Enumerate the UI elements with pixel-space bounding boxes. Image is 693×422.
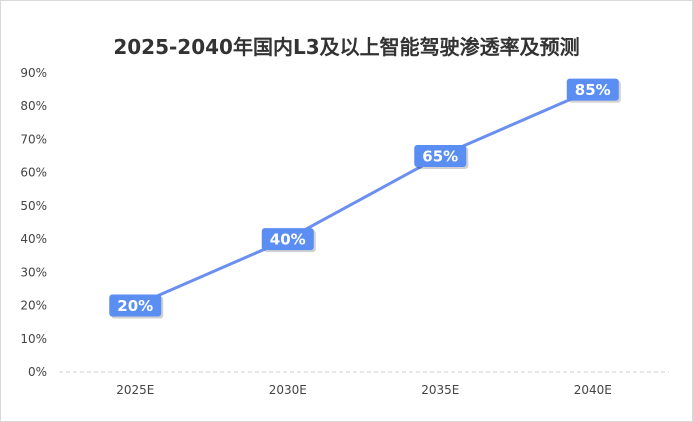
data-label-badge — [109, 294, 162, 317]
y-tick-label: 20% — [20, 299, 47, 313]
data-label-text: 85% — [575, 81, 611, 99]
y-tick-label: 10% — [20, 332, 47, 346]
series-line — [134, 88, 594, 307]
data-label-text: 40% — [270, 231, 306, 249]
chart-title: 2025-2040年国内L3及以上智能驾驶渗透率及预测 — [113, 35, 580, 59]
data-labels: 20% 40% 65% 85% — [109, 78, 621, 319]
data-label-text: 20% — [117, 297, 153, 315]
y-axis: 0% 10% 20% 30% 40% 50% 60% 70% 80% 90% — [20, 66, 47, 379]
x-tick-label: 2035E — [421, 383, 459, 397]
y-tick-label: 60% — [20, 166, 47, 180]
y-tick-label: 90% — [20, 66, 47, 80]
y-tick-label: 40% — [20, 232, 47, 246]
x-tick-label: 2025E — [116, 383, 154, 397]
data-label-badge — [414, 145, 467, 168]
y-tick-label: 50% — [20, 199, 47, 213]
y-tick-label: 70% — [20, 132, 47, 146]
y-tick-label: 0% — [28, 365, 47, 379]
data-label-badge — [261, 228, 314, 251]
data-label: 85% — [566, 78, 621, 103]
x-tick-label: 2040E — [574, 383, 612, 397]
data-label: 20% — [109, 294, 164, 319]
x-tick-label: 2030E — [269, 383, 307, 397]
data-label: 40% — [261, 228, 316, 253]
x-axis: 2025E 2030E 2035E 2040E — [116, 383, 612, 397]
data-label-text: 65% — [422, 148, 458, 166]
data-label-badge — [566, 78, 619, 101]
data-label: 65% — [414, 145, 469, 170]
y-tick-label: 80% — [20, 99, 47, 113]
y-tick-label: 30% — [20, 265, 47, 279]
